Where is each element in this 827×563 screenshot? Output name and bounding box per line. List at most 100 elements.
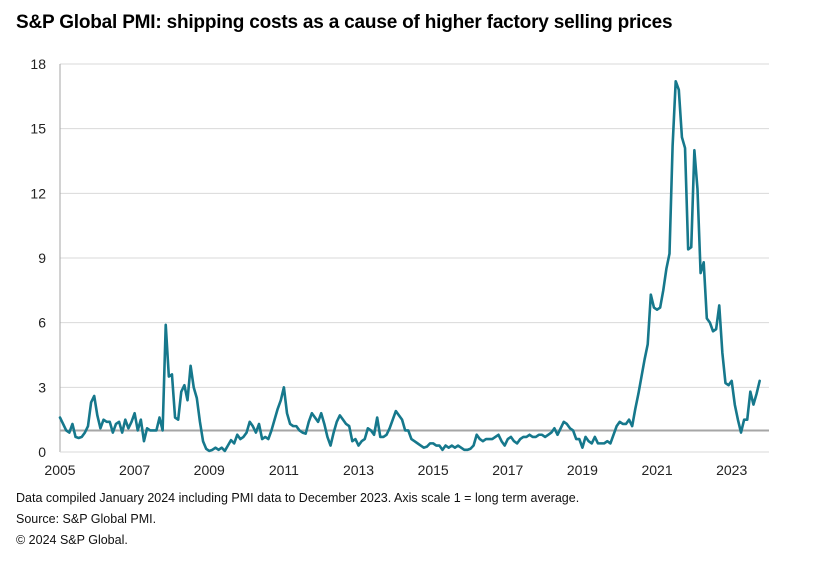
- data-point: [90, 401, 92, 403]
- data-point: [531, 436, 533, 438]
- data-point: [678, 89, 680, 91]
- data-point: [500, 440, 502, 442]
- data-point: [650, 293, 652, 295]
- data-point: [370, 429, 372, 431]
- data-point: [647, 343, 649, 345]
- data-point: [410, 438, 412, 440]
- data-point: [687, 248, 689, 250]
- data-point: [426, 445, 428, 447]
- data-point: [289, 423, 291, 425]
- data-point: [84, 431, 86, 433]
- data-point: [158, 416, 160, 418]
- source-note: Source: S&P Global PMI.: [16, 512, 157, 526]
- copyright-note: © 2024 S&P Global.: [16, 533, 128, 547]
- data-point: [715, 328, 717, 330]
- data-point: [217, 449, 219, 451]
- data-point: [264, 436, 266, 438]
- data-point: [239, 438, 241, 440]
- data-point: [202, 440, 204, 442]
- data-point: [236, 434, 238, 436]
- data-point: [161, 429, 163, 431]
- data-point: [587, 440, 589, 442]
- data-point: [494, 436, 496, 438]
- data-point: [127, 427, 129, 429]
- data-point: [553, 427, 555, 429]
- data-point: [261, 438, 263, 440]
- data-point: [376, 416, 378, 418]
- data-point: [364, 438, 366, 440]
- data-point: [242, 436, 244, 438]
- y-tick-label: 18: [30, 56, 46, 72]
- data-point: [137, 429, 139, 431]
- data-point: [668, 252, 670, 254]
- data-point: [472, 444, 474, 446]
- data-point: [479, 438, 481, 440]
- data-point: [559, 427, 561, 429]
- data-point: [429, 442, 431, 444]
- data-point: [441, 449, 443, 451]
- data-point: [485, 438, 487, 440]
- data-point: [752, 403, 754, 405]
- data-point: [214, 446, 216, 448]
- data-point: [541, 434, 543, 436]
- data-point: [245, 431, 247, 433]
- data-point: [68, 431, 70, 433]
- data-point: [721, 352, 723, 354]
- data-point: [413, 440, 415, 442]
- data-point: [466, 449, 468, 451]
- data-point: [59, 416, 61, 418]
- data-point: [270, 429, 272, 431]
- data-point: [519, 438, 521, 440]
- data-point: [578, 438, 580, 440]
- data-point: [451, 444, 453, 446]
- data-point: [317, 421, 319, 423]
- data-point: [435, 444, 437, 446]
- data-point: [124, 418, 126, 420]
- data-point: [709, 321, 711, 323]
- data-point: [662, 289, 664, 291]
- data-point: [62, 423, 64, 425]
- data-point: [743, 418, 745, 420]
- data-point: [367, 427, 369, 429]
- data-point: [267, 438, 269, 440]
- series-line-shipping-costs: [58, 79, 761, 453]
- data-point: [563, 421, 565, 423]
- data-point: [513, 440, 515, 442]
- data-point: [522, 436, 524, 438]
- data-point: [575, 438, 577, 440]
- data-point: [96, 414, 98, 416]
- data-point: [631, 425, 633, 427]
- data-point: [404, 429, 406, 431]
- data-point: [395, 410, 397, 412]
- data-point: [460, 446, 462, 448]
- data-point: [475, 434, 477, 436]
- data-point: [444, 444, 446, 446]
- data-point: [503, 444, 505, 446]
- data-point: [280, 399, 282, 401]
- data-point: [640, 375, 642, 377]
- data-point: [625, 423, 627, 425]
- data-point: [671, 145, 673, 147]
- data-point: [606, 440, 608, 442]
- data-point: [252, 425, 254, 427]
- data-point: [398, 414, 400, 416]
- data-point: [227, 444, 229, 446]
- data-point: [373, 434, 375, 436]
- data-point: [612, 434, 614, 436]
- y-tick-label: 3: [38, 379, 46, 395]
- data-point: [619, 421, 621, 423]
- data-point: [609, 442, 611, 444]
- data-point: [99, 427, 101, 429]
- data-point: [320, 412, 322, 414]
- data-point: [702, 261, 704, 263]
- data-point: [727, 384, 729, 386]
- data-point: [211, 449, 213, 451]
- data-point: [329, 444, 331, 446]
- data-point: [684, 147, 686, 149]
- data-point: [71, 423, 73, 425]
- data-point: [737, 418, 739, 420]
- x-tick-label: 2007: [119, 462, 150, 478]
- data-point: [696, 188, 698, 190]
- data-point: [535, 436, 537, 438]
- data-point: [416, 442, 418, 444]
